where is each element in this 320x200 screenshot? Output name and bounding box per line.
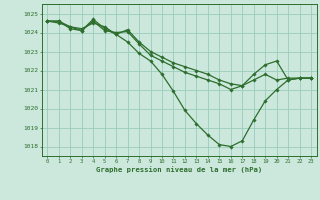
- X-axis label: Graphe pression niveau de la mer (hPa): Graphe pression niveau de la mer (hPa): [96, 166, 262, 173]
